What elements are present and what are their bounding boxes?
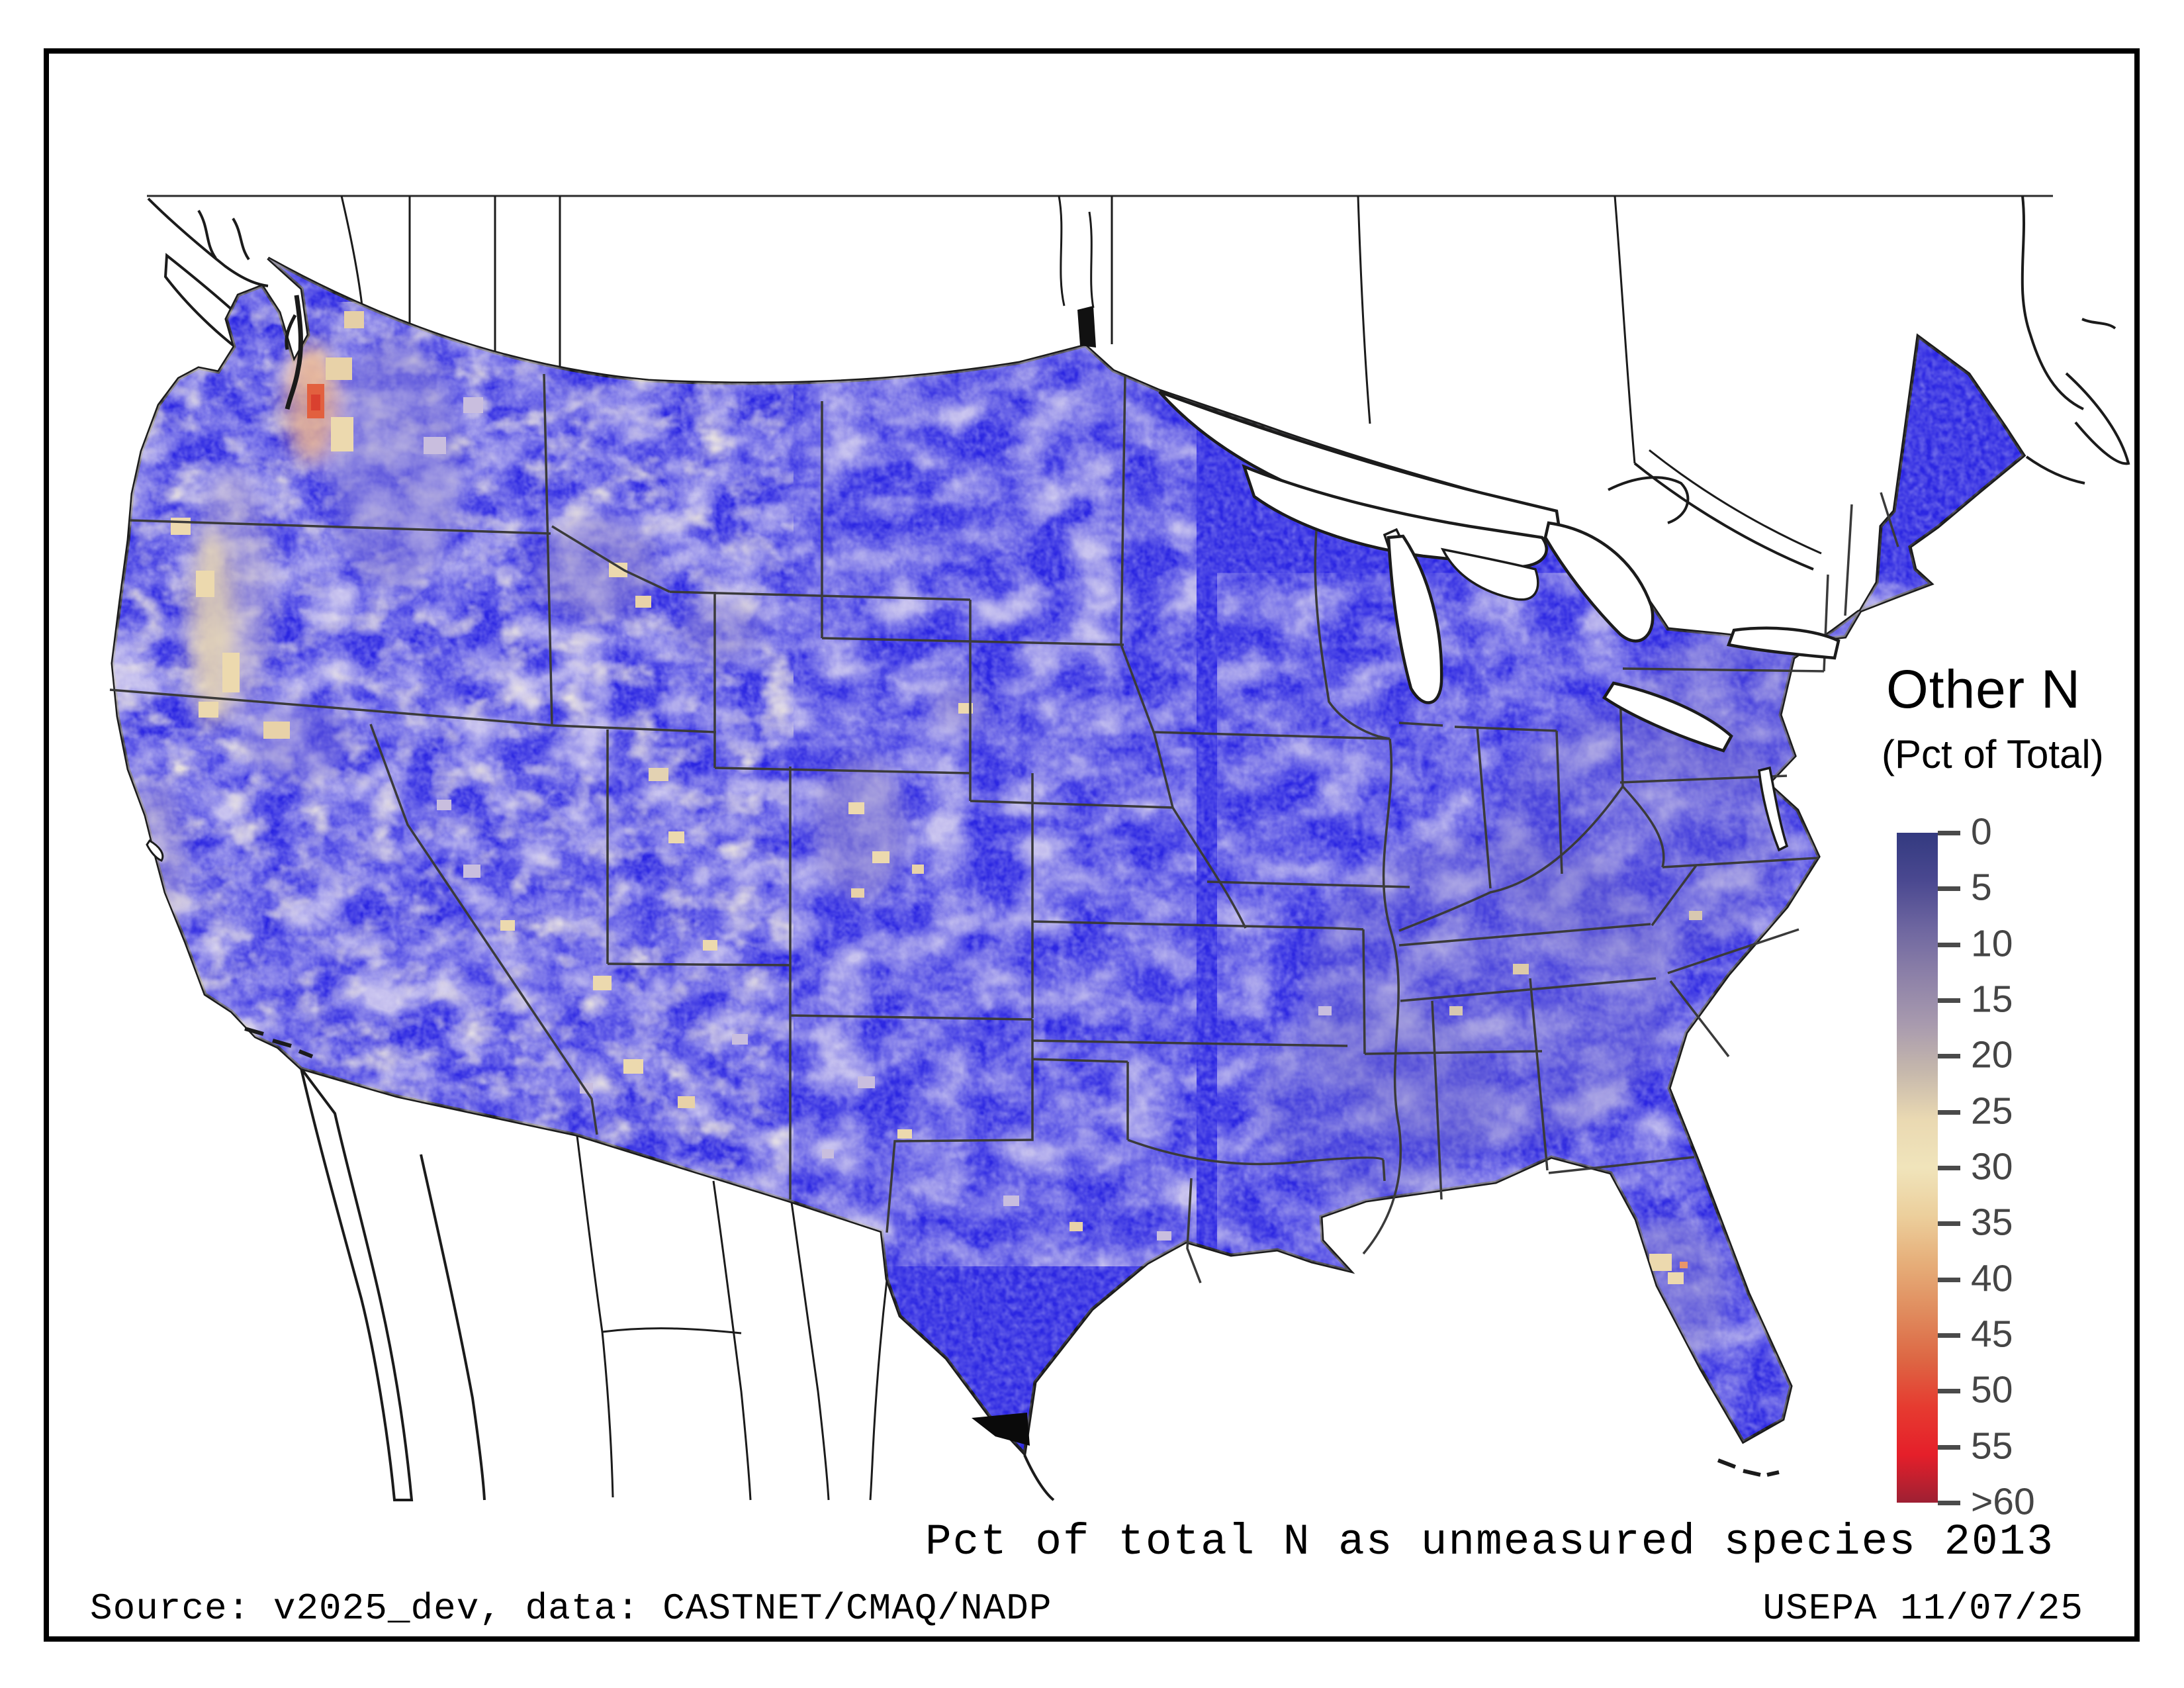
legend-tick-mark <box>1938 1389 1960 1394</box>
legend-colorbar <box>1897 833 1938 1503</box>
legend-tick-scale: 0 5 10 15 20 25 30 35 40 45 50 55 >60 <box>1938 811 2136 1523</box>
legend-tick-label: 35 <box>1971 1201 2013 1244</box>
legend-tick-mark <box>1938 1166 1960 1170</box>
legend-tick-mark <box>1938 831 1960 835</box>
missing-data-patch <box>972 1413 1030 1446</box>
state-borders <box>109 373 1899 1284</box>
legend-tick-label: 25 <box>1971 1090 2013 1133</box>
agency-date-caption: USEPA 11/07/25 <box>1762 1587 2083 1630</box>
northern-lower-michigan <box>1440 547 1539 601</box>
michigan-upper-peninsula <box>1242 464 1548 569</box>
legend-tick-label: >60 <box>1971 1480 2035 1523</box>
legend-title: Other N <box>1886 659 2081 720</box>
legend-tick-label: 10 <box>1971 922 2013 965</box>
legend-tick-mark <box>1938 1054 1960 1059</box>
legend-tick-label: 50 <box>1971 1369 2013 1412</box>
legend-tick-mark <box>1938 1501 1960 1505</box>
legend-tick-label: 0 <box>1971 810 1992 853</box>
mexico-outline <box>300 1067 1055 1501</box>
lake-huron <box>1543 521 1655 643</box>
legend-tick-mark <box>1938 1333 1960 1338</box>
legend-tick-mark <box>1938 942 1960 947</box>
hotspot-pixels <box>171 311 1702 1305</box>
legend-tick-label: 15 <box>1971 978 2013 1021</box>
map-title: Pct of total N as unmeasured species 201… <box>925 1517 2054 1567</box>
legend-tick-label: 55 <box>1971 1425 2013 1468</box>
chesapeake-bay <box>1758 766 1789 852</box>
legend-tick-mark <box>1938 1221 1960 1227</box>
lake-of-the-woods-blob <box>1077 306 1096 348</box>
puget-sound <box>285 295 303 410</box>
great-lakes <box>146 390 1841 862</box>
island-dashes <box>244 1027 1780 1477</box>
legend-subtitle: (Pct of Total) <box>1882 732 2104 776</box>
legend-tick-mark <box>1938 886 1960 892</box>
legend-tick-mark <box>1938 1109 1960 1115</box>
lake-michigan <box>1387 534 1443 704</box>
legend-tick-mark <box>1938 1277 1960 1282</box>
legend-tick-label: 5 <box>1971 867 1992 910</box>
legend-tick-label: 20 <box>1971 1034 2013 1077</box>
legend-tick-label: 40 <box>1971 1257 2013 1300</box>
legend-tick-label: 45 <box>1971 1313 2013 1356</box>
source-caption: Source: v2025_dev, data: CASTNET/CMAQ/NA… <box>90 1587 1052 1630</box>
lake-ontario <box>1726 626 1841 660</box>
canada-outline <box>147 195 2130 571</box>
legend-tick-label: 30 <box>1971 1145 2013 1188</box>
san-francisco-bay <box>146 839 164 862</box>
legend-tick-mark <box>1938 998 1960 1003</box>
legend-tick-mark <box>1938 1444 1960 1450</box>
lake-erie <box>1602 681 1733 753</box>
